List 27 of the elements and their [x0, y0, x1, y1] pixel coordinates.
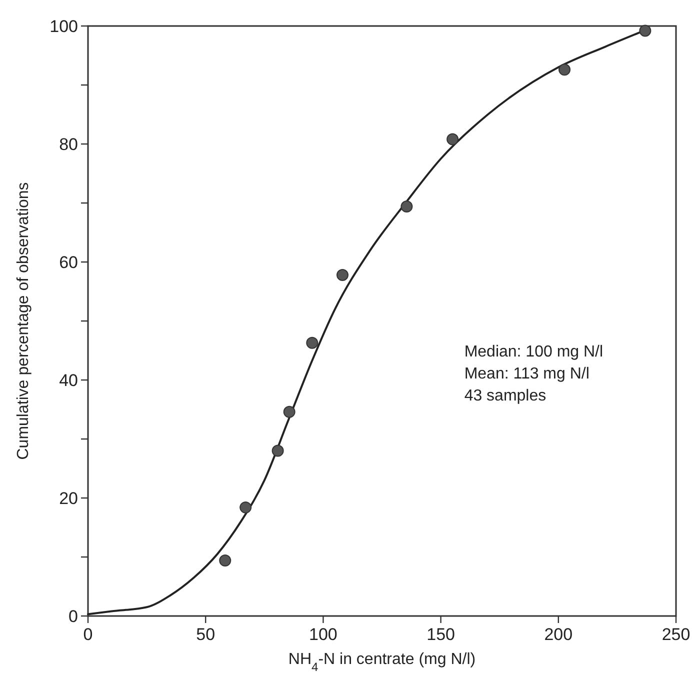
point	[283, 406, 296, 418]
point	[240, 501, 252, 514]
point	[219, 554, 232, 567]
point	[400, 200, 413, 213]
x-tick-label: 250	[662, 625, 690, 644]
point	[446, 133, 459, 146]
point	[558, 64, 571, 76]
x-tick-label: 150	[426, 625, 455, 644]
x-tick-label: 100	[309, 625, 338, 644]
x-tick-label: 0	[83, 625, 93, 644]
y-tick-label: 0	[68, 606, 78, 626]
x-axis-title: NH$_{4}$-N in centrate (mg N/l)	[288, 651, 476, 674]
y-tick-label: 80	[59, 134, 78, 154]
annotation: 43 samples	[464, 387, 546, 404]
x-tick-label: 50	[196, 625, 216, 644]
point	[336, 268, 348, 281]
point	[306, 336, 318, 349]
annotation: Median: 100 mg N/l	[464, 343, 604, 360]
y-tick-label: 20	[59, 488, 78, 508]
y-tick-label: 40	[59, 370, 78, 390]
point	[272, 444, 284, 457]
y-axis-title: Cumulative percentage of observations	[15, 182, 32, 460]
y-tick-label: 60	[59, 252, 78, 272]
x-tick-label: 200	[544, 625, 573, 644]
point	[639, 24, 652, 37]
annotation: Mean: 113 mg N/l	[464, 365, 590, 382]
y-tick-label: 100	[50, 16, 78, 36]
